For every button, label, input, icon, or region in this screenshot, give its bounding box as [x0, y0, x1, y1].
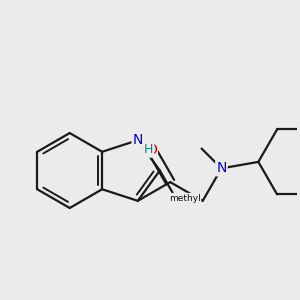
Text: O: O — [146, 142, 157, 157]
Text: methyl: methyl — [169, 194, 200, 202]
Text: H: H — [144, 142, 153, 156]
Text: N: N — [216, 161, 226, 176]
Text: N: N — [133, 133, 143, 147]
